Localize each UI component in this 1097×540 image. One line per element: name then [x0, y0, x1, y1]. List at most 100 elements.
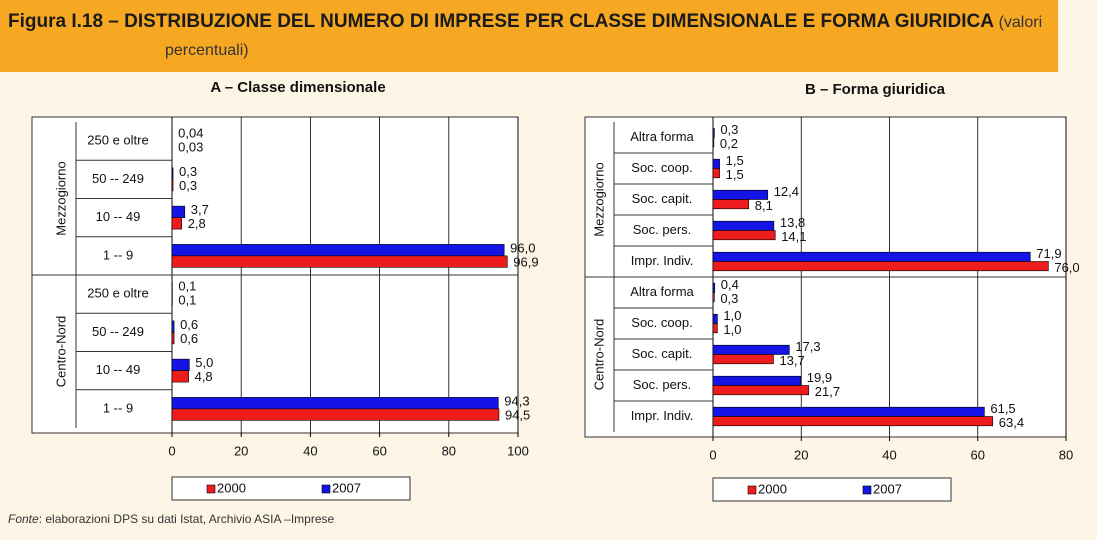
legend-label: 2007 [873, 481, 902, 496]
value-label: 1,5 [726, 153, 744, 168]
bar [171, 179, 174, 192]
category-label: Altra forma [630, 129, 694, 144]
bar [712, 230, 776, 241]
bar [712, 323, 718, 334]
value-label: 63,4 [999, 415, 1024, 430]
bar [712, 354, 774, 365]
bar [171, 255, 508, 268]
value-label: 13,8 [780, 215, 805, 230]
category-label: Soc. pers. [633, 377, 692, 392]
bar [171, 397, 499, 410]
bar [171, 408, 500, 421]
value-label: 5,0 [195, 355, 213, 370]
value-label: 76,0 [1054, 260, 1079, 275]
figure-title: Figura I.18 – DISTRIBUZIONE DEL NUMERO D… [8, 8, 1058, 64]
value-label: 0,2 [720, 136, 738, 151]
chart-title: B – Forma giuridica [805, 81, 946, 98]
bar [712, 220, 775, 231]
legend-swatch [321, 484, 331, 494]
category-label: 1 -- 9 [103, 400, 133, 415]
x-tick-label: 0 [168, 443, 175, 458]
value-label: 96,0 [510, 240, 535, 255]
bar [712, 416, 994, 427]
bar [712, 282, 716, 293]
category-label: Altra forma [630, 284, 694, 299]
x-tick-label: 100 [507, 443, 529, 458]
category-label: 10 -- 49 [96, 209, 141, 224]
bar [712, 261, 1049, 272]
category-label: Impr. Indiv. [631, 253, 694, 268]
bar [171, 244, 505, 257]
value-label: 0,6 [180, 317, 198, 332]
bar [712, 375, 802, 386]
category-label: Impr. Indiv. [631, 408, 694, 423]
source-note: Fonte: elaborazioni DPS su dati Istat, A… [8, 512, 334, 526]
bar [712, 385, 810, 396]
bar [171, 358, 190, 371]
value-label: 0,3 [720, 122, 738, 137]
x-tick-label: 40 [303, 443, 317, 458]
group-label: Centro-Nord [591, 319, 606, 391]
value-label: 0,04 [178, 126, 203, 141]
value-label: 0,3 [179, 164, 197, 179]
x-tick-label: 60 [372, 443, 386, 458]
category-label: Soc. capit. [632, 191, 693, 206]
category-label: 250 e oltre [87, 133, 148, 148]
x-tick-label: 40 [882, 447, 896, 462]
value-label: 4,8 [195, 369, 213, 384]
value-label: 1,5 [726, 167, 744, 182]
x-tick-label: 20 [234, 443, 248, 458]
bar [712, 292, 715, 303]
category-label: 1 -- 9 [103, 247, 133, 262]
chart-title: A – Classe dimensionale [210, 79, 385, 96]
bar [712, 137, 715, 148]
value-label: 0,03 [178, 140, 203, 155]
bar [171, 167, 174, 180]
category-label: 250 e oltre [87, 286, 148, 301]
group-label: Centro-Nord [53, 316, 68, 388]
x-tick-label: 80 [1059, 447, 1073, 462]
bar [712, 406, 985, 417]
category-label: Soc. pers. [633, 222, 692, 237]
bar [712, 127, 715, 138]
value-label: 14,1 [781, 229, 806, 244]
header-band [0, 0, 1058, 72]
category-label: Soc. coop. [631, 315, 692, 330]
value-label: 0,1 [178, 279, 196, 294]
value-label: 0,4 [721, 277, 739, 292]
bar [712, 168, 720, 179]
x-tick-label: 20 [794, 447, 808, 462]
category-label: Soc. capit. [632, 346, 693, 361]
bar [712, 251, 1031, 262]
value-label: 21,7 [815, 384, 840, 399]
legend-label: 2000 [758, 481, 787, 496]
category-label: Soc. coop. [631, 160, 692, 175]
value-label: 94,5 [505, 407, 530, 422]
x-tick-label: 60 [971, 447, 985, 462]
value-label: 12,4 [774, 184, 799, 199]
value-label: 3,7 [191, 202, 209, 217]
value-label: 94,3 [504, 393, 529, 408]
legend-box [171, 476, 411, 501]
value-label: 13,7 [779, 353, 804, 368]
category-label: 50 -- 249 [92, 324, 144, 339]
value-label: 1,0 [723, 322, 741, 337]
value-label: 61,5 [990, 401, 1015, 416]
value-label: 0,3 [720, 291, 738, 306]
group-label: Mezzogiorno [591, 162, 606, 236]
source-label: Fonte [8, 512, 39, 526]
bar [171, 217, 182, 230]
bar [171, 332, 175, 345]
bar [171, 205, 186, 218]
x-tick-label: 0 [709, 447, 716, 462]
value-label: 0,3 [179, 178, 197, 193]
source-text: : elaborazioni DPS su dati Istat, Archiv… [38, 512, 335, 526]
value-label: 96,9 [513, 254, 538, 269]
bar [171, 320, 175, 333]
bar [171, 370, 189, 383]
bar [712, 313, 718, 324]
bar [712, 199, 750, 210]
legend-swatch [747, 485, 757, 495]
